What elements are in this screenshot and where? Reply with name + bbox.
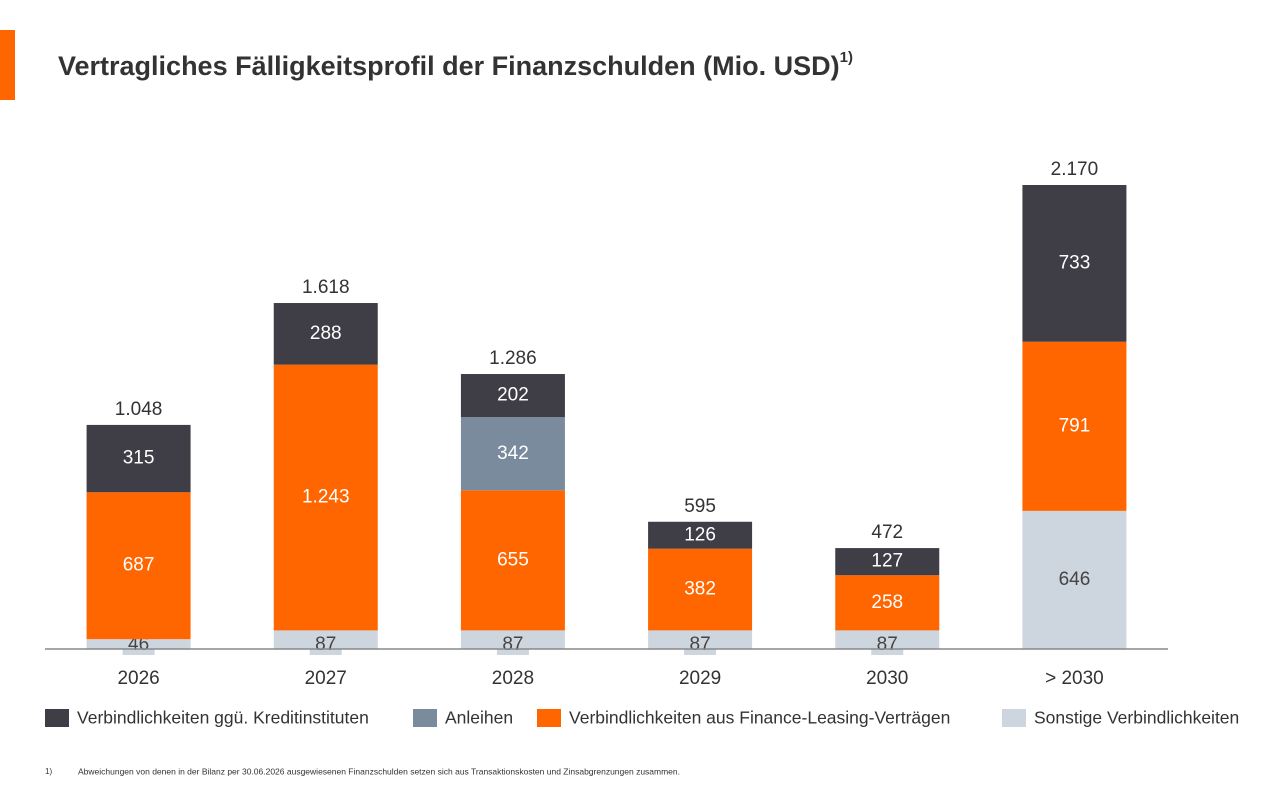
segment-label: 288 <box>310 323 342 344</box>
bar-segment <box>648 521 753 549</box>
segment-label: 126 <box>684 524 716 545</box>
segment-label: 315 <box>123 448 155 469</box>
x-tick-label: 2026 <box>117 668 159 689</box>
footnote: Abweichungen von denen in der Bilanz per… <box>78 766 680 776</box>
total-label: 1.618 <box>302 277 350 298</box>
segment-label: 646 <box>1059 569 1091 590</box>
label-background <box>309 635 342 655</box>
total-label: 2.170 <box>1051 159 1099 180</box>
segment-label: 87 <box>502 634 523 655</box>
bar-segment <box>460 374 565 418</box>
total-label: 1.048 <box>115 399 163 420</box>
plot: 46 687 315 1.048 2026 87 1.243 288 1.618 2027 87 65… <box>45 159 1239 728</box>
legend-label: Verbindlichkeiten aus Finance-Leasing-Ve… <box>569 708 950 728</box>
segment-label: 87 <box>877 634 898 655</box>
segment-label: 655 <box>497 549 529 570</box>
segment-label: 258 <box>871 592 903 613</box>
label-background <box>684 635 717 655</box>
chart-title: Vertragliches Fälligkeitsprofil der Fina… <box>58 49 853 81</box>
bar-segment <box>835 575 940 631</box>
segment-label: 687 <box>123 555 155 576</box>
segment-label: 202 <box>497 385 529 406</box>
segment-label: 127 <box>871 551 903 572</box>
x-tick-label: 2028 <box>492 668 534 689</box>
segment-label: 87 <box>315 634 336 655</box>
total-label: 472 <box>871 522 903 543</box>
bar-segment <box>835 548 940 576</box>
x-tick-label: 2029 <box>679 668 721 689</box>
segment-label: 382 <box>684 579 716 600</box>
legend-label: Sonstige Verbindlichkeiten <box>1034 708 1239 728</box>
total-label: 1.286 <box>489 348 537 369</box>
bar-segment <box>1022 185 1127 342</box>
legend-label: Anleihen <box>445 708 513 728</box>
bar-segment <box>86 424 191 493</box>
label-background <box>496 635 529 655</box>
accent-bar <box>0 30 15 100</box>
bar-segment <box>1022 510 1127 649</box>
bar-segment <box>86 492 191 640</box>
bar-segment <box>648 548 753 631</box>
segment-label: 342 <box>497 443 529 464</box>
title-text: Vertragliches Fälligkeitsprofil der Fina… <box>58 51 840 81</box>
bar-segment <box>273 364 378 631</box>
bar-segment <box>1022 341 1127 511</box>
legend-swatch <box>45 709 69 727</box>
legend-swatch <box>413 709 437 727</box>
total-label: 595 <box>684 496 716 517</box>
footnote-marker: 1) <box>45 767 52 776</box>
legend-label: Verbindlichkeiten ggü. Kreditinstituten <box>77 708 369 728</box>
label-background <box>871 635 904 655</box>
label-background <box>122 635 155 655</box>
segment-label: 1.243 <box>302 487 350 508</box>
segment-label: 87 <box>690 634 711 655</box>
title-note: 1) <box>840 49 853 66</box>
legend-swatch <box>1002 709 1026 727</box>
segment-label: 791 <box>1059 415 1091 436</box>
bar-segment <box>460 490 565 631</box>
x-tick-label: 2030 <box>866 668 908 689</box>
x-tick-label: > 2030 <box>1045 668 1104 689</box>
x-tick-label: 2027 <box>305 668 347 689</box>
segment-label: 733 <box>1059 252 1091 273</box>
legend-swatch <box>537 709 561 727</box>
bar-segment <box>460 417 565 491</box>
segment-label: 46 <box>128 634 149 655</box>
bar-segment <box>273 303 378 365</box>
